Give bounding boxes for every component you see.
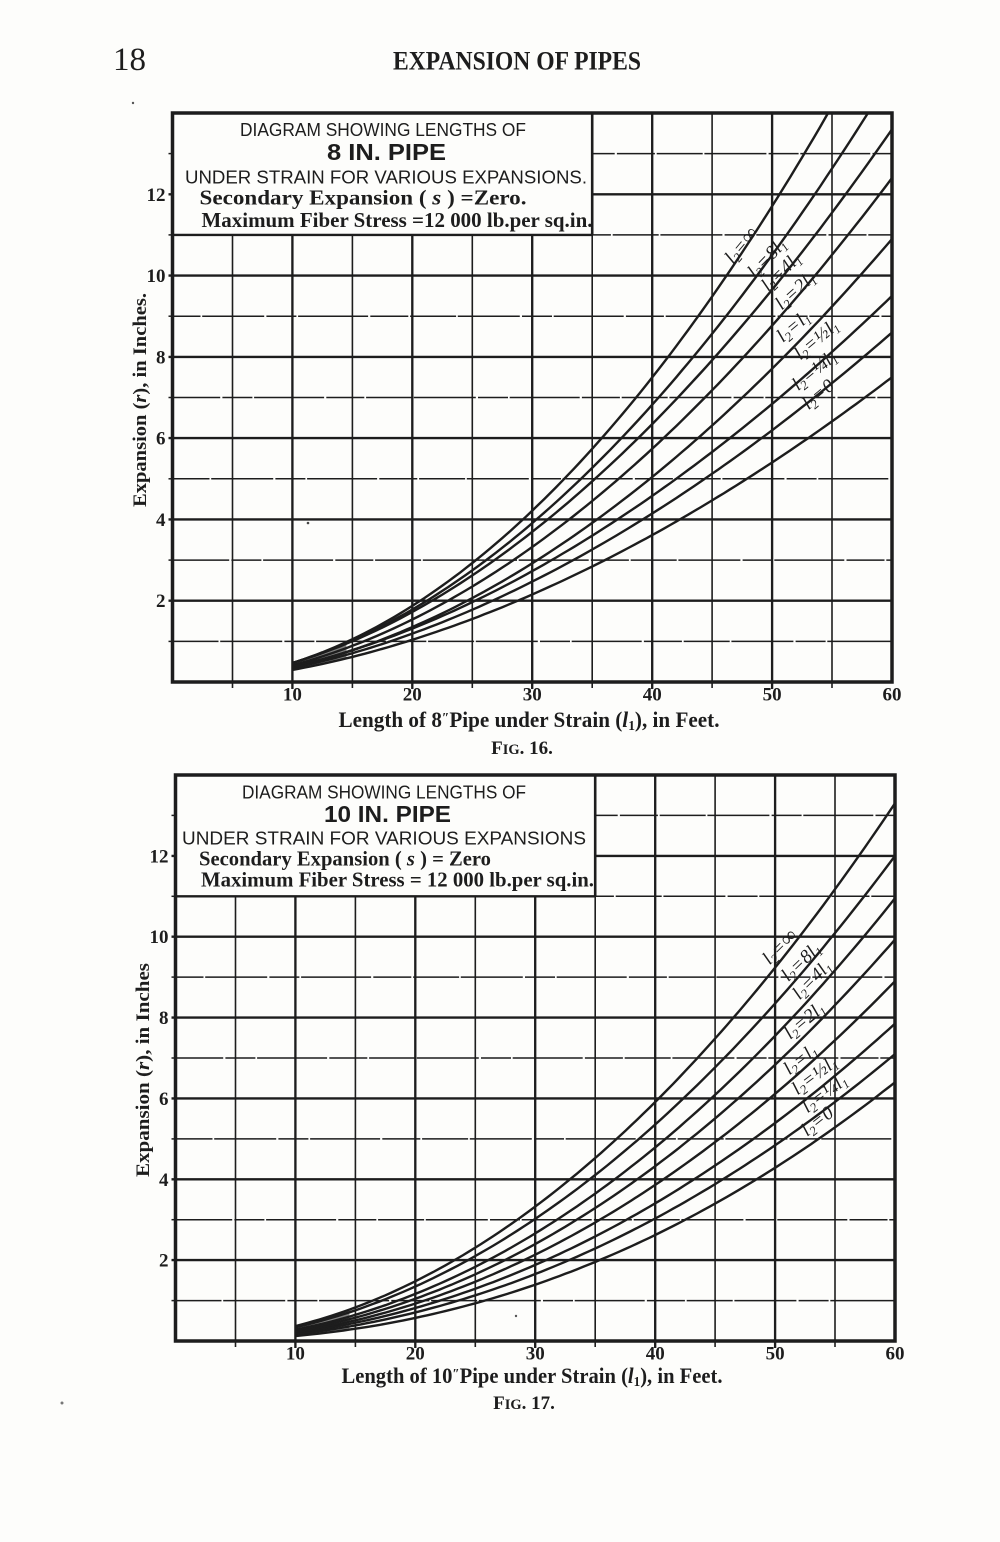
svg-text:FIG. 16.: FIG. 16. (491, 738, 553, 759)
svg-text:Maximum Fiber Stress =12 000: Maximum Fiber Stress =12 000 lb.per sq.i… (202, 208, 593, 232)
svg-text:Expansion (r), in Inches.: Expansion (r), in Inches. (130, 293, 151, 507)
svg-text:40: 40 (643, 685, 662, 706)
svg-text:8: 8 (159, 1008, 169, 1029)
svg-text:60: 60 (886, 1344, 905, 1365)
svg-text:4: 4 (159, 1170, 169, 1191)
svg-text:UNDER STRAIN FOR VARIOUS EXPAN: UNDER STRAIN FOR VARIOUS EXPANSIONS. (185, 168, 587, 188)
svg-text:6: 6 (156, 429, 166, 450)
svg-text:10: 10 (286, 1344, 305, 1365)
svg-text:10 IN. PIPE: 10 IN. PIPE (324, 801, 451, 827)
svg-text:30: 30 (523, 685, 542, 706)
svg-text:Length of 10″Pipe under Strain: Length of 10″Pipe under Strain (l1), in … (342, 1363, 723, 1390)
svg-text:12: 12 (147, 185, 166, 206)
svg-text:60: 60 (883, 685, 902, 706)
svg-text:': ' (729, 404, 731, 419)
svg-text:Maximum Fiber Stress = 12 000: Maximum Fiber Stress = 12 000 lb.per sq.… (201, 868, 594, 892)
svg-text:Expansion (r), in Inches: Expansion (r), in Inches (133, 963, 154, 1177)
svg-text:UNDER STRAIN FOR VARIOUS EXPAN: UNDER STRAIN FOR VARIOUS EXPANSIONS (182, 829, 586, 849)
svg-text:8: 8 (156, 347, 166, 368)
svg-text:10: 10 (283, 685, 302, 706)
svg-text:FIG. 17.: FIG. 17. (493, 1393, 555, 1414)
svg-text:12: 12 (150, 846, 169, 867)
svg-text:40: 40 (646, 1344, 665, 1365)
svg-text:2: 2 (156, 591, 166, 612)
svg-text:50: 50 (763, 685, 782, 706)
svg-text:18: 18 (113, 42, 146, 78)
svg-text:30: 30 (526, 1344, 545, 1365)
svg-text:10: 10 (150, 927, 169, 948)
svg-text:Secondary Expansion ( s ) = Z: Secondary Expansion ( s ) = Zero (199, 847, 491, 871)
svg-text:10: 10 (147, 266, 166, 287)
svg-text:DIAGRAM SHOWING LENGTHS OF: DIAGRAM SHOWING LENGTHS OF (240, 120, 526, 140)
svg-text:50: 50 (766, 1344, 785, 1365)
svg-text:DIAGRAM SHOWING LENGTHS OF: DIAGRAM SHOWING LENGTHS OF (242, 783, 526, 803)
svg-text:6: 6 (159, 1089, 169, 1110)
svg-text:2: 2 (159, 1251, 169, 1272)
svg-text:4: 4 (156, 510, 166, 531)
svg-text:Secondary Expansion ( s ) =Ze: Secondary Expansion ( s ) =Zero. (200, 186, 527, 210)
svg-text:20: 20 (403, 685, 422, 706)
svg-text:EXPANSION OF PIPES: EXPANSION OF PIPES (393, 46, 641, 76)
svg-text:8 IN. PIPE: 8 IN. PIPE (327, 139, 446, 165)
svg-text:Length of 8″Pipe under Strain: Length of 8″Pipe under Strain (l1), in F… (339, 707, 720, 734)
svg-text:20: 20 (406, 1344, 425, 1365)
